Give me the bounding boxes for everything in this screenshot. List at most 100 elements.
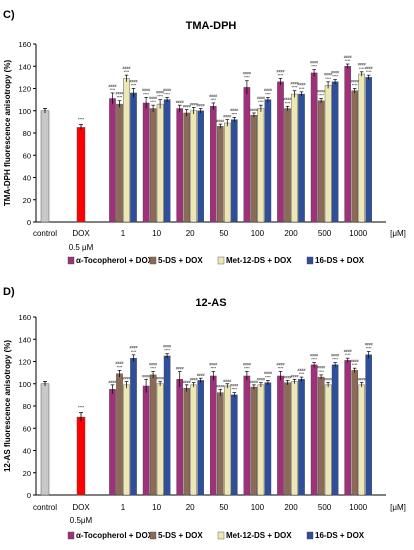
significance-marker: ****	[150, 367, 156, 371]
significance-marker: ####	[223, 115, 231, 119]
bar	[365, 77, 373, 223]
significance-marker: ****	[278, 73, 284, 77]
bar	[351, 370, 359, 496]
significance-marker: ####	[243, 72, 251, 76]
significance-marker: ****	[210, 367, 216, 371]
y-axis-label: 12-AS fluorescence anisotropy (%)	[3, 340, 12, 472]
significance-marker: ####	[216, 119, 224, 123]
significance-marker: ****	[265, 375, 271, 379]
significance-marker: ####	[277, 69, 285, 73]
y-tick-label: 100	[18, 380, 31, 389]
y-tick-label: 60	[23, 151, 31, 160]
bar	[190, 110, 198, 223]
bar	[317, 100, 325, 223]
significance-marker: ####	[331, 70, 339, 74]
unit-label: [μM]	[390, 229, 406, 238]
significance-marker: ****	[318, 94, 324, 98]
significance-marker: ####	[130, 346, 138, 350]
significance-marker: ####	[264, 371, 272, 375]
bar	[130, 92, 137, 223]
chart-title: TMA-DPH	[186, 20, 237, 32]
significance-marker: ####	[351, 79, 359, 83]
significance-marker: ****	[78, 405, 85, 410]
bar	[230, 119, 238, 223]
legend-label: 16-DS + DOX	[315, 531, 365, 540]
category-sublabel: 0.5μM	[70, 516, 93, 525]
bar	[298, 93, 305, 223]
bar	[324, 384, 332, 496]
significance-marker: ####	[116, 361, 124, 365]
significance-marker: ####	[209, 362, 217, 366]
significance-marker: ####	[250, 108, 258, 112]
legend-swatch	[67, 256, 75, 265]
bar	[351, 90, 359, 223]
significance-marker: ####	[257, 96, 265, 100]
bar	[123, 78, 130, 223]
y-axis-label: TMA-DPH fluorescence anisotropy (%)	[3, 60, 12, 207]
bar	[277, 375, 284, 496]
significance-marker: ####	[230, 108, 238, 112]
significance-marker: ####	[197, 104, 205, 108]
y-tick-label: 40	[23, 447, 31, 456]
bar	[176, 379, 184, 496]
bar	[156, 383, 164, 496]
bar	[197, 110, 205, 223]
significance-marker: ####	[149, 362, 157, 366]
significance-marker: ####	[291, 82, 299, 86]
bar	[284, 108, 291, 223]
significance-marker: ####	[324, 73, 332, 77]
bar-dox	[76, 127, 86, 223]
legend-swatch	[306, 256, 314, 265]
category-label: 1000	[349, 503, 367, 512]
significance-marker: ####	[317, 366, 325, 370]
legend-label: α-Tocopherol + DOX	[76, 531, 154, 540]
significance-marker: ****	[117, 96, 123, 100]
significance-marker: ****	[131, 84, 137, 88]
bar	[264, 382, 272, 496]
significance-marker: ****	[352, 363, 358, 367]
bar	[197, 380, 205, 496]
significance-marker: ####	[190, 378, 198, 382]
significance-marker: ####	[365, 66, 373, 70]
significance-marker: ####	[331, 353, 339, 357]
legend-swatch	[149, 256, 157, 265]
significance-marker: ****	[244, 76, 250, 80]
bar	[223, 122, 231, 223]
category-label: 20	[186, 229, 195, 238]
legend-label: 16-DS + DOX	[315, 256, 365, 265]
significance-marker: ****	[124, 70, 130, 74]
bar	[298, 379, 305, 496]
legend-swatch	[217, 256, 225, 265]
significance-marker: ****	[366, 346, 372, 350]
significance-marker: ####	[123, 377, 131, 381]
bar	[257, 384, 265, 496]
bar	[277, 81, 284, 223]
bar	[176, 108, 184, 223]
bar	[257, 108, 265, 223]
panel-label: D)	[3, 286, 15, 298]
significance-marker: ####	[344, 349, 352, 353]
unit-label: [μM]	[390, 503, 406, 512]
y-tick-label: 40	[23, 174, 31, 183]
significance-marker: ****	[332, 75, 338, 79]
significance-marker: ####	[197, 373, 205, 377]
category-label: 50	[219, 503, 228, 512]
bar	[331, 364, 339, 496]
bar-control	[40, 110, 50, 223]
significance-marker: ####	[310, 60, 318, 64]
significance-marker: ####	[277, 362, 285, 366]
bar	[291, 93, 298, 223]
bar-control	[40, 383, 50, 496]
bar	[116, 373, 123, 496]
significance-marker: ****	[78, 117, 85, 122]
category-label: 100	[251, 503, 265, 512]
significance-marker: ####	[130, 79, 138, 83]
y-tick-label: 80	[23, 129, 31, 138]
significance-marker: ####	[250, 380, 258, 384]
legend-swatch	[149, 531, 157, 540]
significance-marker: ####	[109, 84, 117, 88]
bar	[183, 388, 191, 496]
y-tick-label: 120	[18, 85, 31, 94]
y-tick-label: 100	[18, 107, 31, 116]
panel-label: C)	[3, 9, 15, 21]
